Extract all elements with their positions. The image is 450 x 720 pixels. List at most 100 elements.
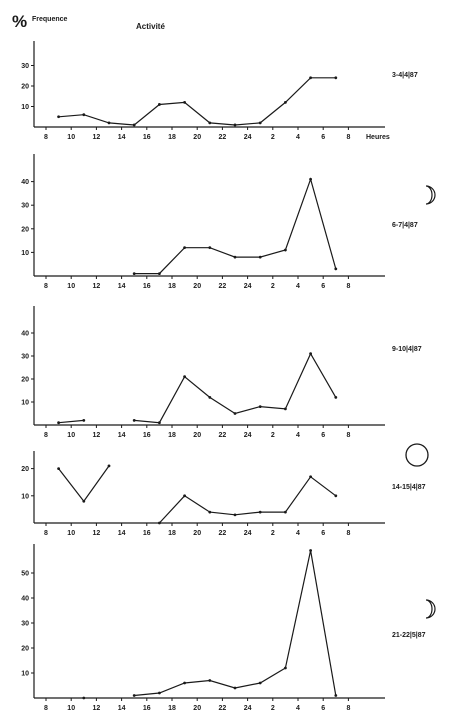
y-tick-label: 10: [21, 493, 29, 500]
x-tick-label: 2: [271, 705, 275, 712]
data-point: [258, 510, 262, 514]
x-tick-label: 14: [118, 134, 126, 141]
x-tick-label: 2: [271, 432, 275, 439]
x-tick-label: 8: [346, 432, 350, 439]
x-tick-label: 22: [219, 530, 227, 537]
x-tick-label: 16: [143, 432, 151, 439]
x-tick-label: 14: [118, 432, 126, 439]
x-tick-label: 6: [321, 530, 325, 537]
x-tick-label: 16: [143, 283, 151, 290]
x-tick-label: 8: [346, 705, 350, 712]
x-tick-label: 20: [193, 705, 201, 712]
x-tick-label: 10: [67, 530, 75, 537]
y-tick-label: 40: [21, 179, 29, 186]
x-tick-label: 6: [321, 134, 325, 141]
y-tick-label: 20: [21, 646, 29, 653]
y-tick-label: 30: [21, 203, 29, 210]
x-tick-label: 22: [219, 283, 227, 290]
data-point: [82, 419, 86, 422]
y-tick-label: 40: [21, 596, 29, 603]
data-point: [334, 396, 338, 399]
data-point: [158, 521, 161, 525]
x-tick-label: 8: [346, 134, 350, 141]
x-tick-label: 16: [143, 134, 151, 141]
x-tick-label: 4: [296, 432, 300, 439]
x-tick-label: 18: [168, 134, 176, 141]
y-tick-label: 20: [21, 377, 29, 384]
x-tick-label: 8: [44, 283, 48, 290]
x-tick-label: 24: [244, 705, 252, 712]
x-tick-label: 12: [93, 432, 101, 439]
x-tick-label: 18: [168, 705, 176, 712]
x-tick-label: 8: [346, 283, 350, 290]
x-tick-label: 22: [219, 134, 227, 141]
date-label: 3-4|4|87: [392, 72, 418, 79]
data-point: [132, 123, 136, 127]
data-point: [309, 76, 312, 80]
data-point: [208, 396, 212, 399]
date-label: 6-7|4|87: [392, 222, 418, 229]
x-tick-label: 6: [321, 432, 325, 439]
x-tick-label: 20: [193, 134, 201, 141]
series-line: [58, 419, 84, 424]
chart-title: Activité: [136, 22, 165, 31]
data-point: [309, 177, 312, 181]
data-point: [284, 407, 287, 411]
x-tick-label: 12: [93, 530, 101, 537]
x-tick-label: 4: [296, 530, 300, 537]
x-tick-label: 22: [219, 432, 227, 439]
x-tick-label: 14: [118, 283, 126, 290]
y-tick-label: 20: [21, 84, 29, 91]
date-label: 14-15|4|87: [392, 484, 426, 491]
data-point: [183, 375, 187, 379]
data-point: [107, 121, 111, 125]
data-point: [233, 686, 237, 690]
series-line: [158, 475, 337, 524]
x-tick-label: 10: [67, 134, 75, 141]
x-tick-label: 10: [67, 705, 75, 712]
data-point: [258, 405, 262, 408]
data-point: [233, 123, 237, 127]
data-point: [158, 421, 161, 425]
series-line: [58, 465, 110, 503]
data-point: [183, 681, 187, 685]
data-point: [284, 248, 287, 252]
x-tick-label: 8: [44, 530, 48, 537]
x-tick-label: 24: [244, 530, 252, 537]
percent-symbol: %: [12, 12, 27, 31]
date-label: 9-10|4|87: [392, 346, 422, 353]
x-tick-label: 2: [271, 283, 275, 290]
data-point: [183, 246, 187, 250]
data-point: [82, 499, 86, 503]
data-point: [82, 696, 86, 700]
data-point: [183, 101, 187, 104]
data-point: [284, 666, 287, 670]
y-tick-label: 40: [21, 331, 29, 338]
series-line: [58, 77, 336, 126]
x-tick-label: 6: [321, 283, 325, 290]
data-point: [208, 121, 212, 125]
y-tick-label: 10: [21, 250, 29, 257]
x-tick-label: 4: [296, 283, 300, 290]
x-tick-label: 18: [168, 432, 176, 439]
x-tick-label: 20: [193, 283, 201, 290]
y-tick-label: 20: [21, 226, 29, 233]
data-point: [258, 255, 262, 259]
data-point: [233, 513, 237, 517]
date-label: 21-22|5|87: [392, 632, 426, 639]
y-tick-label: 50: [21, 571, 29, 578]
y-tick-label: 30: [21, 63, 29, 70]
frequency-label: Frequence: [32, 16, 68, 23]
data-point: [208, 679, 212, 682]
x-tick-label: 8: [346, 530, 350, 537]
x-tick-label: 22: [219, 705, 227, 712]
x-tick-label: 4: [296, 705, 300, 712]
data-point: [208, 510, 212, 514]
data-point: [334, 76, 338, 80]
x-tick-label: 6: [321, 705, 325, 712]
data-point: [334, 494, 338, 498]
